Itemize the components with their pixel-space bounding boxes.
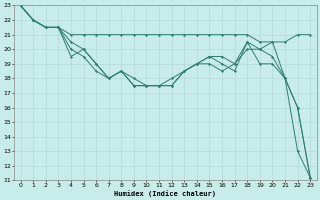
- X-axis label: Humidex (Indice chaleur): Humidex (Indice chaleur): [114, 190, 216, 197]
